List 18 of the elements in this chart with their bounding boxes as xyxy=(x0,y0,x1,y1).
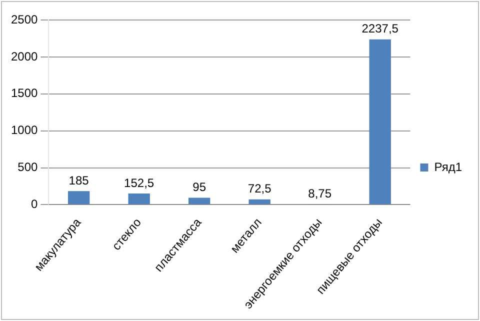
data-label: 72,5 xyxy=(248,182,272,196)
y-tick-label: 500 xyxy=(18,160,38,174)
y-tick-label: 1000 xyxy=(10,123,38,138)
y-tick-label: 0 xyxy=(31,197,38,212)
bar xyxy=(68,191,90,204)
y-tick-label: 2000 xyxy=(10,49,38,64)
y-tick-label: 2500 xyxy=(10,12,38,26)
bar xyxy=(369,39,391,204)
bar xyxy=(128,193,150,204)
data-label: 95 xyxy=(192,180,206,194)
y-tick-label: 1500 xyxy=(10,86,38,100)
bar xyxy=(248,199,270,204)
data-label: 152,5 xyxy=(124,176,154,190)
data-label: 2237,5 xyxy=(362,22,399,36)
data-label: 185 xyxy=(68,173,90,188)
bar xyxy=(188,198,210,204)
legend-label: Ряд1 xyxy=(434,160,462,174)
data-label: 8,75 xyxy=(308,186,332,200)
